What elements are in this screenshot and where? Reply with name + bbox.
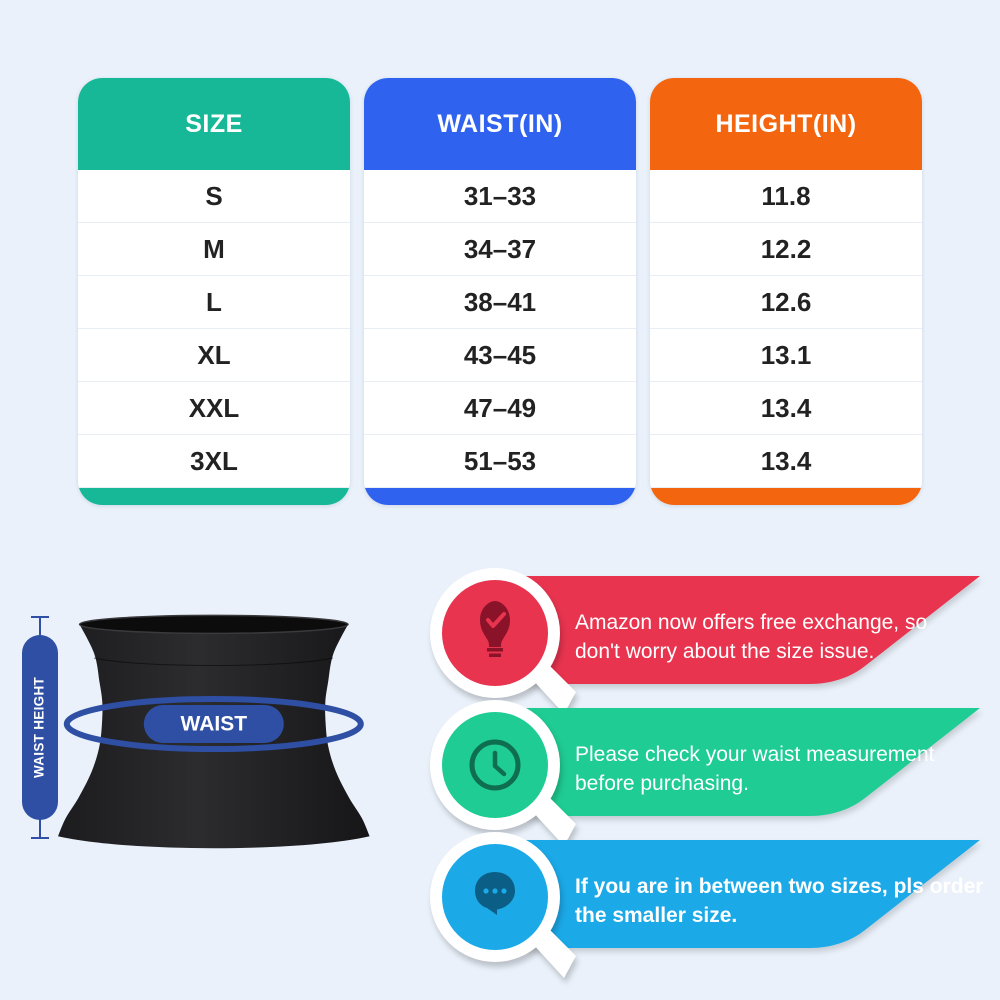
svg-text:WAIST: WAIST (181, 713, 248, 736)
svg-text:WAIST HEIGHT: WAIST HEIGHT (32, 677, 47, 779)
